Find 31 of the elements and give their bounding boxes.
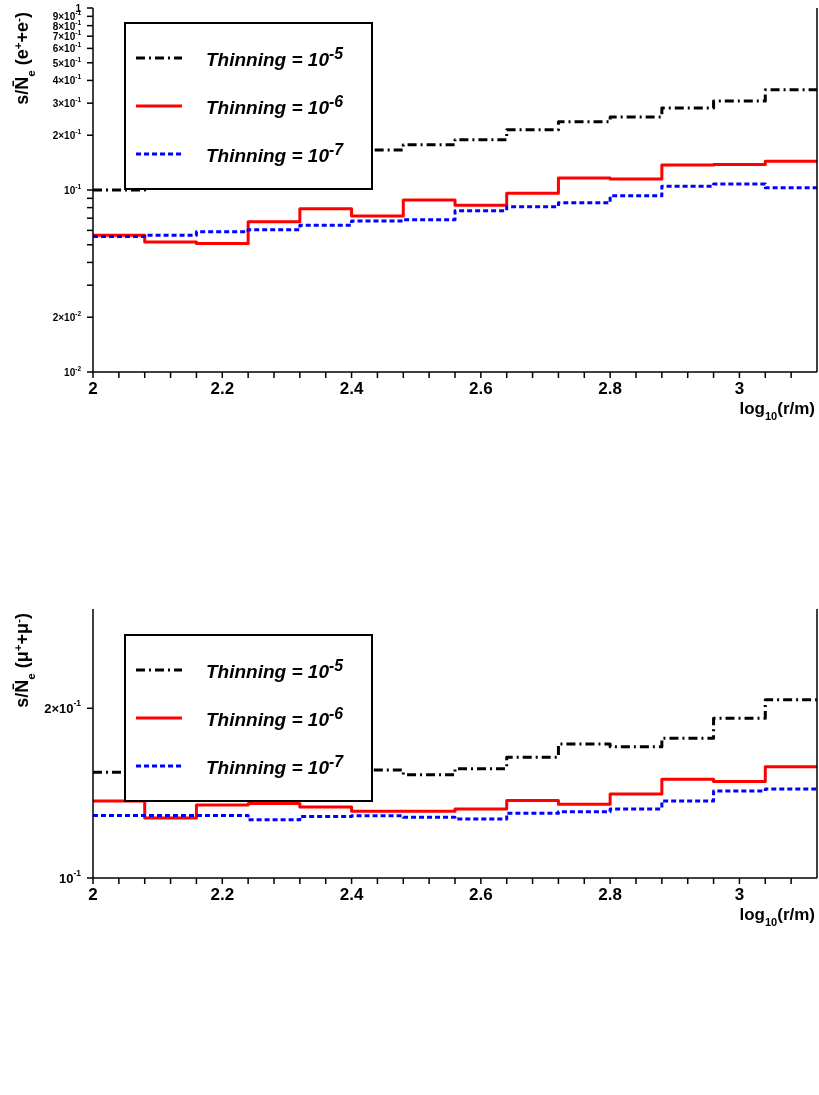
y-tick-label: 2×10$^{-1}$ xyxy=(44,698,82,716)
y-tick-label: 6×10$^{-1}$ xyxy=(52,41,82,54)
y-tick-label: 2×10$^{-1}$ xyxy=(52,128,82,141)
x-tick-label: 2.8 xyxy=(598,885,622,904)
x-tick-label: 2.8 xyxy=(598,379,622,398)
y-tick-label: 10$^{-1}$ xyxy=(59,868,82,886)
x-tick-label: 2.6 xyxy=(469,379,493,398)
y-tick-label: 10$^{-1}$ xyxy=(64,183,82,196)
x-tick-label: 2.4 xyxy=(339,379,364,398)
legend-label: Thinning = 10$^{-6}$ xyxy=(206,92,344,120)
y-tick-label: 4×10$^{-1}$ xyxy=(52,73,82,86)
legend-label: Thinning = 10$^{-5}$ xyxy=(206,656,344,684)
y-tick-label: 10$^{-2}$ xyxy=(64,365,82,378)
x-tick-label: 2.2 xyxy=(210,885,235,904)
x-tick-label: 2.4 xyxy=(339,885,364,904)
x-tick-label: 2.6 xyxy=(469,885,493,904)
legend-label: Thinning = 10$^{-7}$ xyxy=(206,140,344,168)
x-tick-label: 2 xyxy=(88,885,98,904)
x-tick-label: 3 xyxy=(734,885,745,904)
legend-label: Thinning = 10$^{-6}$ xyxy=(206,704,344,732)
y-tick-label: 2×10$^{-2}$ xyxy=(52,310,82,323)
legend-label: Thinning = 10$^{-5}$ xyxy=(206,44,344,72)
y-tick-label: 3×10$^{-1}$ xyxy=(52,96,82,109)
x-axis-title: log$_{10}$(r/m) xyxy=(739,399,815,422)
x-tick-label: 2 xyxy=(88,379,98,398)
x-tick-label: 2.2 xyxy=(210,379,235,398)
x-tick-label: 3 xyxy=(734,379,745,398)
legend-label: Thinning = 10$^{-7}$ xyxy=(206,752,344,780)
y-tick-label: 5×10$^{-1}$ xyxy=(52,55,82,69)
y-tick-label: 7×10$^{-1}$ xyxy=(52,29,82,42)
x-axis-title: log$_{10}$(r/m) xyxy=(739,905,815,928)
